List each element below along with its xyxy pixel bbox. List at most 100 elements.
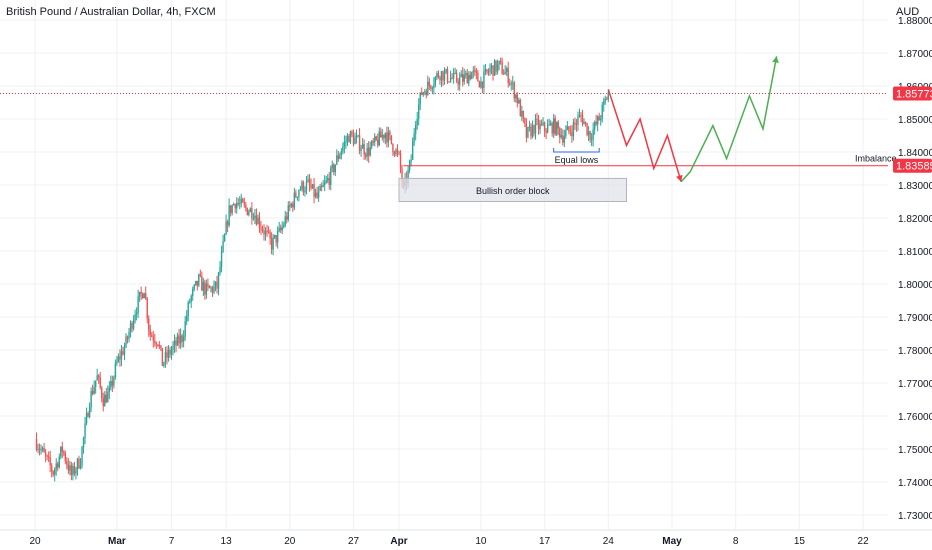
candle-body	[598, 116, 600, 121]
candle-body	[193, 284, 195, 290]
candle	[67, 458, 70, 474]
candle	[220, 245, 223, 273]
candle	[60, 446, 62, 460]
candle	[496, 59, 499, 75]
candle-body	[185, 316, 188, 322]
candle	[584, 121, 587, 127]
candle-body	[489, 68, 491, 73]
candle-body	[44, 452, 47, 456]
candle-body	[286, 216, 288, 220]
imbalance-price-badge: 1.83585	[893, 158, 932, 173]
candle-body	[134, 314, 136, 321]
candle-body	[568, 126, 570, 131]
candle	[64, 450, 67, 465]
candle	[427, 75, 429, 96]
candle-body	[169, 349, 171, 355]
candle	[264, 227, 267, 241]
candle-body	[478, 81, 481, 88]
time-tick-label: 13	[221, 536, 233, 547]
candle	[260, 221, 262, 235]
candle	[380, 127, 382, 138]
candle-body	[410, 159, 412, 161]
candle-body	[498, 60, 500, 65]
candle-body	[82, 437, 85, 447]
candle	[170, 345, 173, 360]
candle-body	[337, 155, 340, 159]
candle	[331, 160, 333, 173]
order-block-label: Bullish order block	[476, 186, 550, 196]
candle	[580, 111, 582, 122]
candle	[299, 185, 302, 191]
candle	[225, 214, 227, 235]
candle	[475, 67, 478, 80]
candle-body	[205, 283, 208, 295]
candle	[524, 117, 526, 128]
candle-body	[399, 153, 402, 169]
current-price-badge: 1.85773	[893, 86, 932, 101]
candle-body	[226, 221, 229, 226]
candle-body	[440, 71, 443, 81]
candle	[108, 381, 111, 400]
price-axis[interactable]: 1.880001.870001.860001.850001.840001.830…	[898, 16, 932, 522]
candle	[410, 154, 412, 167]
candle-body	[487, 72, 490, 74]
time-axis[interactable]: 20 Mar 7 13 20 27 Apr 10 17 24 May 8 15 22	[0, 529, 932, 547]
candle	[583, 118, 585, 125]
candle	[138, 291, 141, 302]
candle-body	[411, 141, 414, 160]
candle	[128, 327, 130, 343]
candle	[110, 375, 112, 391]
price-tick-label: 1.87000	[898, 49, 932, 60]
candle-body	[38, 448, 41, 450]
candle	[308, 174, 311, 192]
candle	[314, 188, 317, 199]
candle-body	[349, 131, 352, 143]
candle	[451, 73, 453, 80]
price-tick-label: 1.80000	[898, 280, 932, 291]
candle-body	[556, 121, 558, 135]
candle	[38, 443, 41, 456]
projection-down-path[interactable]	[607, 89, 682, 182]
time-tick-label: 15	[794, 536, 806, 547]
candle	[283, 221, 285, 229]
candle	[593, 120, 596, 135]
candle	[422, 91, 424, 97]
candle	[486, 68, 488, 75]
candle	[531, 120, 534, 139]
candle	[322, 180, 324, 188]
candle	[81, 445, 83, 469]
candle	[35, 432, 38, 452]
candle-body	[111, 381, 114, 386]
candle	[290, 202, 293, 209]
candle-body	[495, 60, 497, 72]
equal-lows-bracket[interactable]	[553, 148, 600, 153]
candle	[113, 375, 115, 389]
candle-body	[232, 204, 235, 206]
candle-body	[211, 287, 214, 293]
candle	[572, 118, 575, 141]
candle-body	[114, 363, 117, 378]
order-block-box[interactable]	[398, 177, 627, 202]
candle	[568, 125, 570, 135]
candle	[216, 275, 218, 294]
candle-body	[163, 362, 165, 367]
candle	[78, 455, 80, 470]
candle-body	[539, 123, 541, 130]
projection-up-path[interactable]	[680, 56, 778, 183]
candle-body	[172, 345, 174, 351]
candle	[190, 294, 192, 309]
candle-body	[584, 121, 587, 124]
candle-body	[395, 149, 397, 155]
candle-body	[98, 375, 100, 377]
candle	[240, 193, 242, 208]
candle	[414, 120, 417, 141]
time-tick-label: 24	[603, 536, 615, 547]
time-tick-label: 7	[169, 536, 175, 547]
candle	[436, 71, 438, 81]
candle-body	[219, 267, 221, 273]
candle	[505, 66, 508, 77]
candle-body	[348, 135, 350, 143]
candle	[510, 80, 512, 91]
candle-body	[192, 289, 194, 296]
